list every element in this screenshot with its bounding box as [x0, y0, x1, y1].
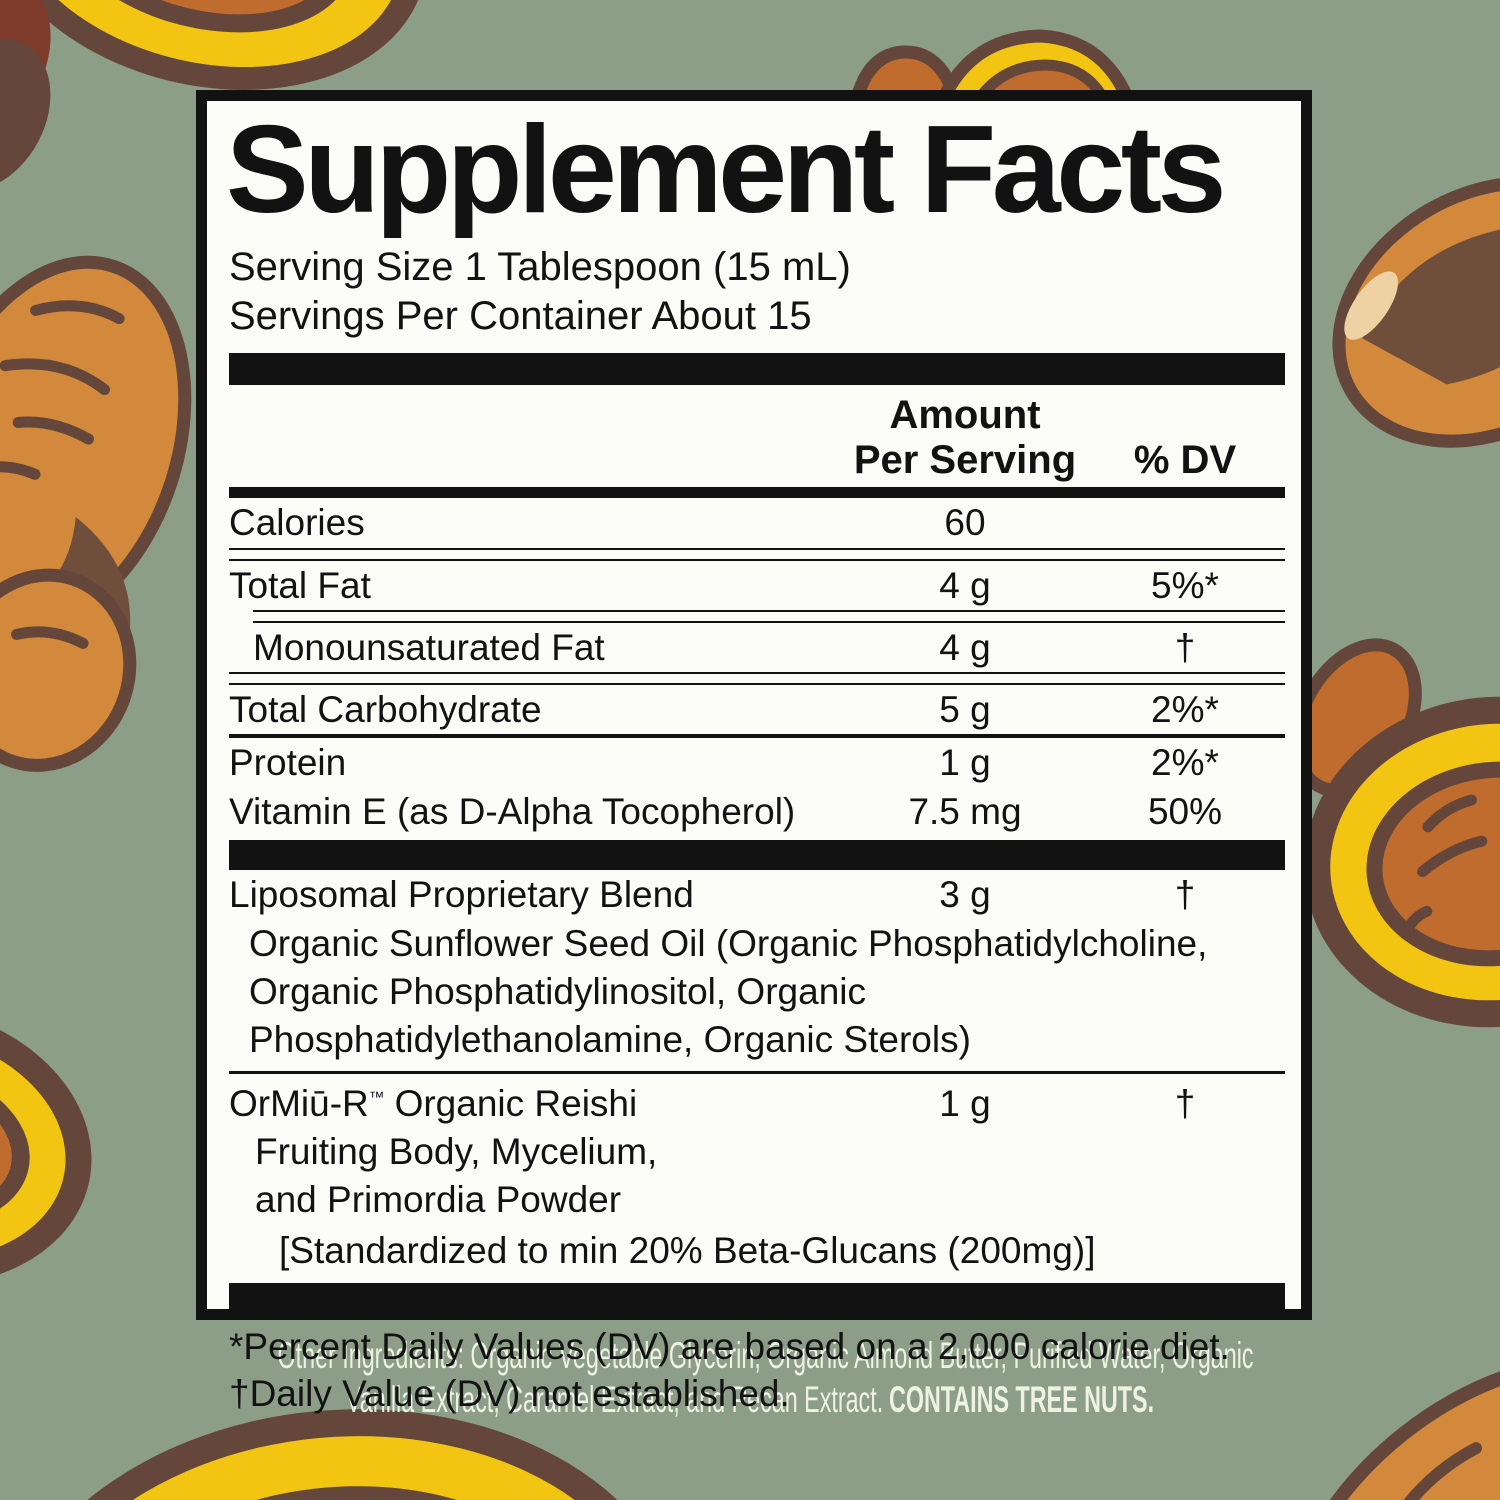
table-row-total-carbohydrate: Total Carbohydrate 5 g 2%* [229, 685, 1285, 734]
other-ingredients: Other Ingredients: Organic Vegetable Gly… [0, 1334, 1500, 1423]
row-amount: 1 g [939, 742, 991, 784]
thick-divider-bottom [229, 1283, 1285, 1316]
row-divider [229, 734, 1285, 739]
table-row-calories: Calories 60 [229, 498, 1285, 547]
row-name: Vitamin E (as D-Alpha Tocopherol) [229, 791, 796, 833]
other-ingredients-line-2: Vanilla Extract, Caramel Extract, and Pe… [278, 1378, 1223, 1422]
reishi-illustration-top-left [0, 0, 427, 90]
serving-size-text: Serving Size 1 Tablespoon (15 mL) [229, 245, 851, 290]
page-title: Supplement Facts [226, 101, 1227, 239]
other-ingredients-line-1: Other Ingredients: Organic Vegetable Gly… [277, 1335, 1254, 1376]
row-amount: 7.5 mg [908, 791, 1022, 833]
row-dv: 2%* [1151, 742, 1219, 784]
header-divider [229, 487, 1285, 499]
table-row-monounsaturated-fat: Monounsaturated Fat 4 g † [229, 623, 1285, 672]
row-dv: 2%* [1151, 688, 1219, 730]
row-name: OrMiū-R™ Organic Reishi [229, 1083, 845, 1125]
dv-header: % DV [1133, 437, 1237, 482]
row-divider [229, 547, 1285, 561]
table-row-reishi: OrMiū-R™ Organic Reishi 1 g † [229, 1079, 1285, 1128]
table-row-total-fat: Total Fat 4 g 5%* [229, 561, 1285, 610]
row-dv: 5%* [1151, 564, 1219, 606]
table-row-protein: Protein 1 g 2%* [229, 738, 1285, 787]
row-name: Protein [229, 742, 347, 784]
row-amount: 60 [944, 502, 986, 544]
row-name: Liposomal Proprietary Blend [229, 874, 694, 916]
footnote-dagger: †Daily Value (DV) not established. [229, 1372, 790, 1414]
pecan-illustration-bottom-right [1278, 1353, 1500, 1500]
pecan-illustration-top-right [1332, 176, 1500, 448]
row-amount: 1 g [939, 1082, 991, 1124]
row-dv: 50% [1147, 791, 1223, 833]
reishi-description-line: Fruiting Body, Mycelium, [255, 1131, 658, 1173]
reishi-brand-name: OrMiū-R [229, 1082, 369, 1124]
row-amount: 4 g [939, 564, 991, 606]
row-divider [229, 1070, 1285, 1074]
row-name: Calories [229, 502, 365, 544]
reishi-name-rest: Organic Reishi [384, 1082, 638, 1124]
row-name: Total Fat [229, 564, 371, 606]
allergen-warning: CONTAINS TREE NUTS. [888, 1379, 1155, 1421]
table-row-liposomal-blend: Liposomal Proprietary Blend 3 g † [229, 870, 1285, 919]
row-divider [253, 609, 1285, 623]
blend-ingredients-line: Organic Sunflower Seed Oil (Organic Phos… [249, 922, 1208, 964]
reishi-description-line: and Primordia Powder [255, 1179, 622, 1221]
blend-ingredients-line: Organic Phosphatidylinositol, Organic [249, 970, 866, 1012]
row-name: Monounsaturated Fat [253, 626, 605, 668]
row-dv: † [1174, 626, 1196, 668]
row-divider [229, 671, 1285, 685]
standardization-note: [Standardized to min 20% Beta-Glucans (2… [279, 1230, 1096, 1272]
table-header: Amount Per Serving % DV [229, 393, 1285, 483]
reishi-illustration-left-lower [0, 1005, 92, 1285]
footnotes: *Percent Daily Values (DV) are based on … [229, 1324, 1285, 1417]
row-amount: 3 g [939, 874, 991, 916]
servings-per-container-text: Servings Per Container About 15 [229, 293, 812, 338]
row-dv: † [1174, 1082, 1196, 1124]
row-amount: 5 g [939, 688, 991, 730]
row-dv: † [1174, 874, 1196, 916]
pecan-illustration-top-corner [0, 0, 51, 191]
amount-per-serving-header: Amount Per Serving [853, 392, 1077, 482]
supplement-facts-panel: Supplement Facts Serving Size 1 Tablespo… [196, 90, 1312, 1414]
footnote-percent-dv: *Percent Daily Values (DV) are based on … [229, 1326, 1230, 1368]
thick-divider-top [229, 352, 1285, 385]
row-name: Total Carbohydrate [229, 688, 542, 730]
table-row-vitamin-e: Vitamin E (as D-Alpha Tocopherol) 7.5 mg… [229, 787, 1285, 836]
blend-ingredients-line: Phosphatidylethanolamine, Organic Sterol… [249, 1018, 971, 1060]
trademark-symbol: ™ [368, 1089, 385, 1107]
row-amount: 4 g [939, 626, 991, 668]
other-ingredients-text: Vanilla Extract, Caramel Extract, and Pe… [345, 1379, 884, 1421]
thick-divider-middle [229, 840, 1285, 871]
reishi-illustration-right [1290, 638, 1500, 1028]
